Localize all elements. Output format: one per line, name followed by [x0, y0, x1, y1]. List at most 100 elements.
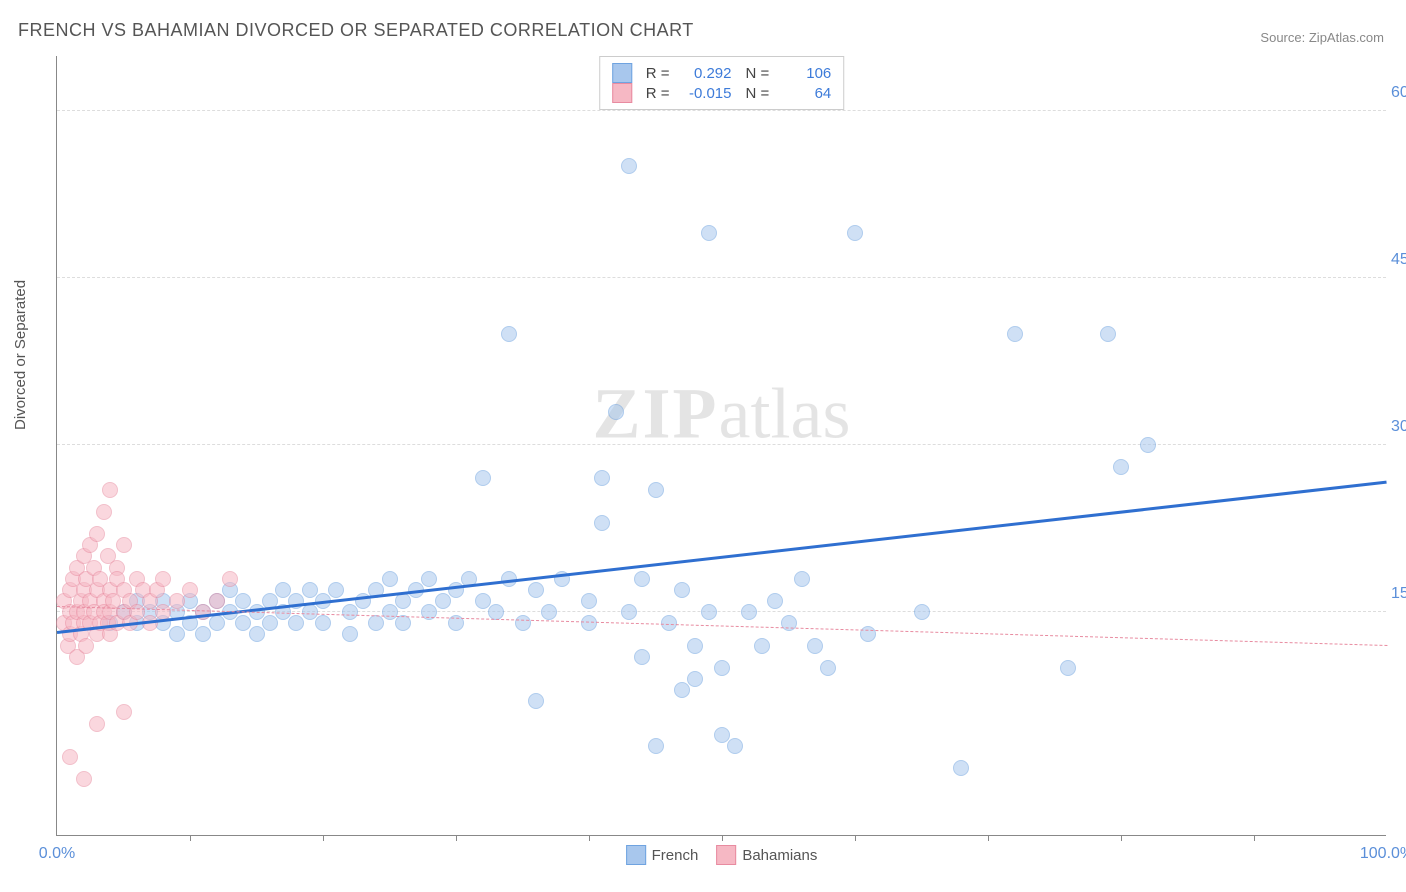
data-point [1100, 326, 1116, 342]
data-point [727, 738, 743, 754]
data-point [382, 604, 398, 620]
data-point [528, 582, 544, 598]
scatter-plot-area: ZIPatlas R =0.292N =106R =-0.015N =64 Fr… [56, 56, 1386, 836]
data-point [249, 626, 265, 642]
source-label: Source: [1260, 30, 1305, 45]
data-point [262, 615, 278, 631]
data-point [302, 604, 318, 620]
x-tick [1254, 835, 1255, 841]
data-point [342, 626, 358, 642]
data-point [288, 615, 304, 631]
data-point [89, 716, 105, 732]
data-point [501, 326, 517, 342]
stat-r-value: -0.015 [680, 85, 732, 102]
x-tick [855, 835, 856, 841]
x-tick [589, 835, 590, 841]
data-point [701, 604, 717, 620]
data-point [541, 604, 557, 620]
data-point [820, 660, 836, 676]
source-name: ZipAtlas.com [1309, 30, 1384, 45]
data-point [701, 225, 717, 241]
data-point [129, 604, 145, 620]
data-point [475, 470, 491, 486]
stat-r-label: R = [646, 85, 670, 102]
stat-n-value: 64 [779, 85, 831, 102]
data-point [235, 615, 251, 631]
legend-swatch [626, 845, 646, 865]
data-point [315, 615, 331, 631]
stat-r-value: 0.292 [680, 65, 732, 82]
data-point [302, 582, 318, 598]
x-tick-label: 100.0% [1360, 845, 1406, 863]
chart-title: FRENCH VS BAHAMIAN DIVORCED OR SEPARATED… [18, 20, 694, 41]
data-point [687, 638, 703, 654]
data-point [807, 638, 823, 654]
data-point [435, 593, 451, 609]
gridline [57, 110, 1386, 111]
data-point [687, 671, 703, 687]
data-point [275, 582, 291, 598]
x-tick [323, 835, 324, 841]
data-point [222, 571, 238, 587]
data-point [209, 615, 225, 631]
legend-stat-row: R =0.292N =106 [612, 63, 832, 83]
source-attribution: Source: ZipAtlas.com [1260, 30, 1384, 45]
data-point [847, 225, 863, 241]
data-point [714, 660, 730, 676]
data-point [674, 682, 690, 698]
data-point [754, 638, 770, 654]
data-point [634, 649, 650, 665]
data-point [515, 615, 531, 631]
legend-series: FrenchBahamians [626, 845, 818, 865]
data-point [475, 593, 491, 609]
data-point [195, 626, 211, 642]
data-point [1140, 437, 1156, 453]
stat-n-value: 106 [779, 65, 831, 82]
legend-swatch [716, 845, 736, 865]
legend-swatch [612, 83, 632, 103]
data-point [169, 626, 185, 642]
data-point [648, 482, 664, 498]
watermark-rest: atlas [719, 374, 851, 454]
data-point [395, 615, 411, 631]
data-point [781, 615, 797, 631]
data-point [528, 693, 544, 709]
gridline [57, 277, 1386, 278]
data-point [581, 593, 597, 609]
data-point [382, 571, 398, 587]
data-point [169, 593, 185, 609]
x-tick [988, 835, 989, 841]
x-tick [1121, 835, 1122, 841]
data-point [235, 593, 251, 609]
stat-r-label: R = [646, 65, 670, 82]
data-point [116, 537, 132, 553]
data-point [328, 582, 344, 598]
data-point [1007, 326, 1023, 342]
data-point [741, 604, 757, 620]
data-point [62, 749, 78, 765]
data-point [581, 615, 597, 631]
x-tick-label: 0.0% [39, 845, 75, 863]
legend-swatch [612, 63, 632, 83]
data-point [594, 515, 610, 531]
data-point [368, 615, 384, 631]
x-tick [722, 835, 723, 841]
data-point [209, 593, 225, 609]
data-point [634, 571, 650, 587]
data-point [953, 760, 969, 776]
data-point [621, 604, 637, 620]
data-point [648, 738, 664, 754]
data-point [182, 582, 198, 598]
x-tick [456, 835, 457, 841]
stat-n-label: N = [746, 85, 770, 102]
y-axis-label: Divorced or Separated [12, 280, 29, 430]
data-point [76, 771, 92, 787]
legend-stats-box: R =0.292N =106R =-0.015N =64 [599, 56, 845, 110]
data-point [714, 727, 730, 743]
y-tick-label: 15.0% [1391, 585, 1406, 603]
data-point [674, 582, 690, 598]
data-point [102, 482, 118, 498]
gridline [57, 444, 1386, 445]
data-point [621, 158, 637, 174]
x-tick [190, 835, 191, 841]
